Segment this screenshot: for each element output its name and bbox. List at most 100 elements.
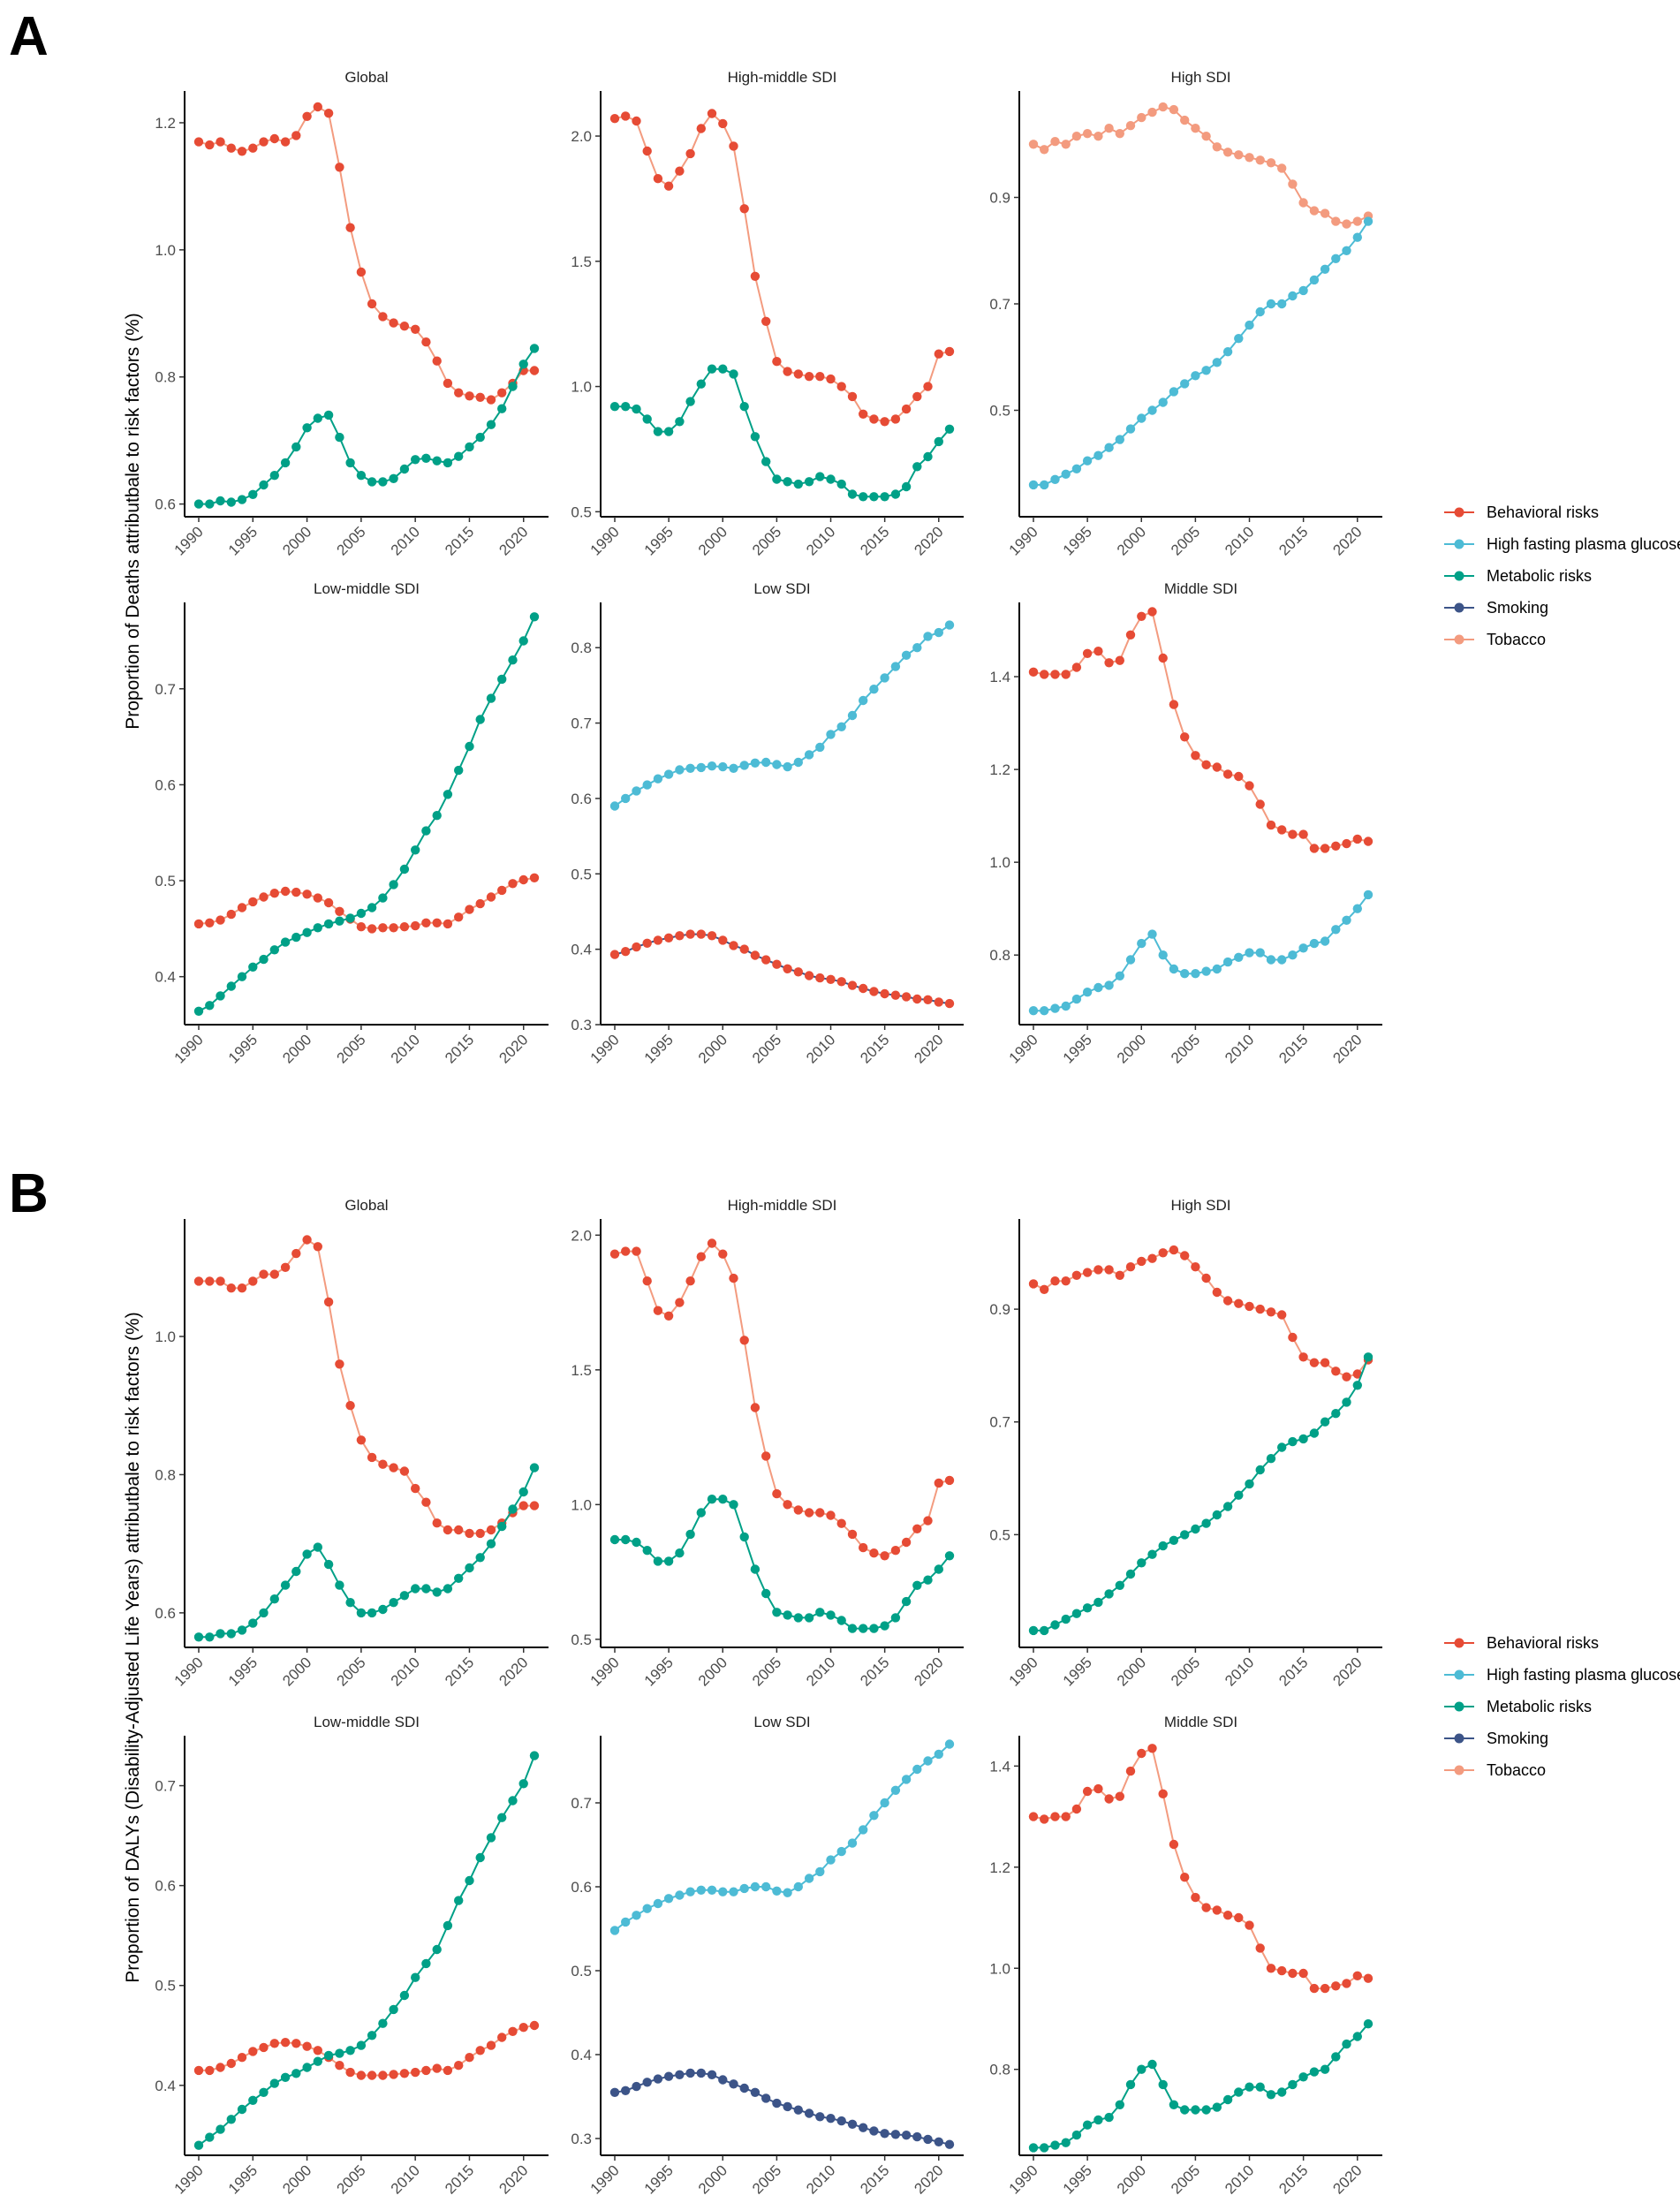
data-point <box>880 417 889 427</box>
data-point <box>707 109 717 118</box>
x-tick-label: 2015 <box>857 1031 892 1066</box>
data-point <box>432 1587 442 1597</box>
data-point <box>729 1887 738 1896</box>
facet-title: Middle SDI <box>1164 580 1237 597</box>
y-tick-label: 1.2 <box>989 761 1010 778</box>
x-tick-label: 1995 <box>225 523 261 558</box>
data-point <box>729 1500 738 1510</box>
data-point <box>356 2071 367 2080</box>
data-point <box>1082 1786 1093 1797</box>
series-line <box>198 616 535 1012</box>
y-tick-label: 1.4 <box>989 669 1010 685</box>
data-point <box>934 627 944 638</box>
data-point <box>793 479 803 489</box>
data-point <box>1158 1789 1168 1799</box>
data-point <box>454 912 464 922</box>
data-point <box>783 1888 792 1897</box>
series-high-fasting-plasma-glucose <box>609 620 955 811</box>
legend-item-metabolic-risks: Metabolic risks <box>1444 567 1592 585</box>
x-tick-label: 1990 <box>587 1654 623 1689</box>
data-point <box>1094 132 1103 141</box>
data-point <box>1158 102 1168 112</box>
data-point <box>280 1262 291 1273</box>
facet-low-sdi: Low SDI 0.3 0.4 0.5 0.6 0.7 0.8 1990 1995 2000 200… <box>571 580 964 1067</box>
data-point <box>632 2081 641 2092</box>
data-point <box>685 1276 695 1286</box>
y-tick-label: 0.9 <box>989 190 1010 207</box>
data-point <box>291 887 301 897</box>
y-axis-label: Proportion of Deaths attributbale to ris… <box>123 313 143 730</box>
data-point <box>901 650 912 660</box>
data-point <box>302 927 312 937</box>
data-point <box>1255 307 1265 317</box>
data-point <box>216 1629 225 1639</box>
data-point <box>1245 1301 1254 1312</box>
data-point <box>804 971 814 980</box>
series-behavioral-risks <box>193 102 540 405</box>
data-point <box>1331 925 1341 935</box>
x-tick-label: 2010 <box>1222 1031 1257 1066</box>
data-point <box>443 1920 453 1931</box>
data-point <box>642 780 652 790</box>
legend-key-point <box>1454 1733 1464 1744</box>
data-point <box>486 693 496 703</box>
facet-low-middle-sdi: Low-middle SDI 0.4 0.5 0.6 0.7 1990 1995 2000 20… <box>155 580 549 1067</box>
y-tick-label: 0.8 <box>155 369 176 386</box>
data-point <box>280 937 291 947</box>
data-point <box>226 981 236 991</box>
data-point <box>1169 1535 1179 1546</box>
data-point <box>205 1276 215 1286</box>
y-tick-label: 0.9 <box>989 1301 1010 1318</box>
data-point <box>642 938 652 949</box>
x-tick-label: 1995 <box>641 2161 677 2197</box>
data-point <box>632 1537 641 1548</box>
data-point <box>486 1539 496 1548</box>
data-point <box>486 395 496 405</box>
series-behavioral-risks <box>193 2020 540 2080</box>
data-point <box>1147 1549 1157 1559</box>
data-point <box>411 845 420 855</box>
data-point <box>1277 299 1287 309</box>
data-point <box>421 1497 431 1507</box>
data-point <box>399 1466 410 1476</box>
data-point <box>226 1283 236 1293</box>
facet-title: High-middle SDI <box>728 69 837 86</box>
y-tick-label: 0.8 <box>989 2062 1010 2078</box>
data-point <box>1201 2105 1211 2115</box>
y-tick-label: 0.5 <box>571 1963 592 1980</box>
data-point <box>1298 1352 1308 1362</box>
data-point <box>465 391 474 401</box>
data-point <box>912 1764 922 1775</box>
x-tick-label: 2000 <box>1114 523 1149 558</box>
x-tick-label: 2005 <box>1168 2161 1203 2197</box>
x-tick-label: 1990 <box>171 523 207 558</box>
data-point <box>389 2070 398 2079</box>
data-point <box>1125 1569 1136 1579</box>
data-point <box>1288 1332 1298 1343</box>
data-point <box>750 271 761 281</box>
x-tick-label: 2020 <box>496 2161 531 2197</box>
data-point <box>1050 1620 1060 1630</box>
data-point <box>1094 982 1103 993</box>
data-point <box>1320 936 1330 946</box>
data-point <box>335 2048 344 2058</box>
x-tick-label: 2020 <box>911 523 946 558</box>
data-point <box>1125 1766 1136 1776</box>
data-point <box>367 1452 377 1463</box>
data-point <box>1277 163 1287 173</box>
data-point <box>783 367 792 376</box>
x-tick-label: 1990 <box>1006 523 1041 558</box>
data-point <box>529 2020 540 2031</box>
data-point <box>411 1483 420 1494</box>
data-point <box>1212 1287 1222 1298</box>
data-point <box>1212 1905 1222 1915</box>
data-point <box>389 1598 398 1608</box>
series-line <box>614 1743 950 1932</box>
data-point <box>1255 799 1265 809</box>
x-tick-label: 2015 <box>442 2161 477 2197</box>
data-point <box>761 1451 771 1461</box>
data-point <box>923 1756 933 1766</box>
data-point <box>826 1510 836 1520</box>
x-tick-label: 2005 <box>749 2161 784 2197</box>
